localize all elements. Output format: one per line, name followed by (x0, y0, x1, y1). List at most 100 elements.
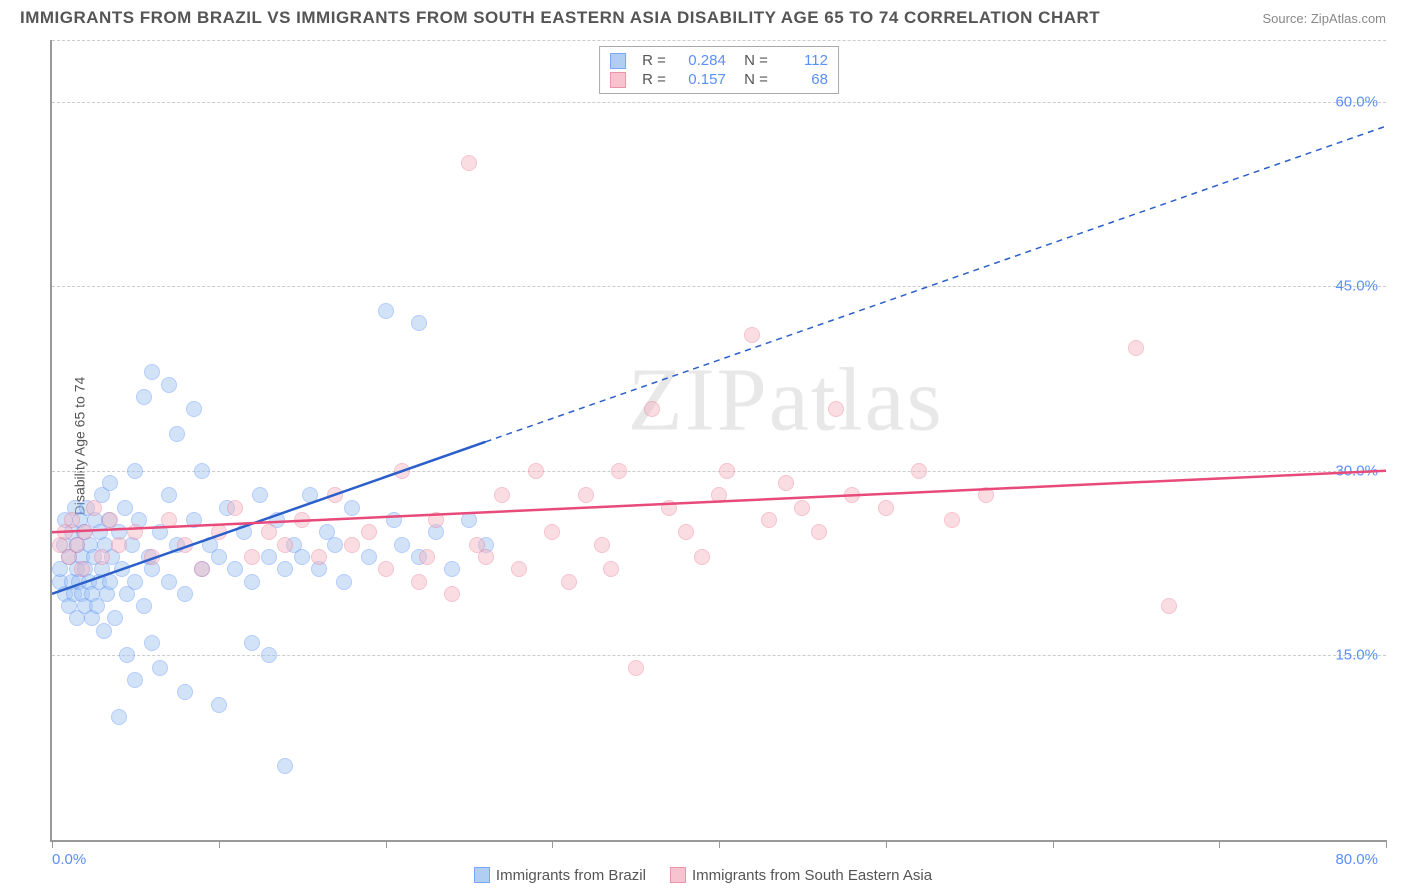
data-point (444, 586, 460, 602)
data-point (261, 647, 277, 663)
legend-swatch (610, 53, 626, 69)
stat-value-n: 68 (778, 71, 828, 88)
data-point (261, 549, 277, 565)
data-point (211, 524, 227, 540)
source-label: Source: ZipAtlas.com (1262, 11, 1386, 26)
data-point (111, 537, 127, 553)
x-tick (886, 840, 887, 848)
data-point (244, 574, 260, 590)
x-axis-start: 0.0% (52, 851, 86, 868)
data-point (102, 512, 118, 528)
data-point (719, 463, 735, 479)
data-point (161, 574, 177, 590)
data-point (327, 537, 343, 553)
x-axis-end: 80.0% (1335, 851, 1378, 868)
data-point (244, 635, 260, 651)
data-point (211, 697, 227, 713)
data-point (411, 315, 427, 331)
data-point (386, 512, 402, 528)
data-point (277, 537, 293, 553)
data-point (302, 487, 318, 503)
data-point (761, 512, 777, 528)
data-point (107, 610, 123, 626)
x-tick (219, 840, 220, 848)
data-point (294, 549, 310, 565)
stat-value-n: 112 (778, 52, 828, 69)
data-point (419, 549, 435, 565)
data-point (177, 586, 193, 602)
data-point (444, 561, 460, 577)
data-point (1128, 340, 1144, 356)
data-point (361, 524, 377, 540)
data-point (844, 487, 860, 503)
data-point (544, 524, 560, 540)
stat-label-n: N = (736, 52, 768, 69)
data-point (152, 660, 168, 676)
x-tick (719, 840, 720, 848)
y-tick-label: 45.0% (1335, 278, 1378, 295)
data-point (461, 155, 477, 171)
data-point (211, 549, 227, 565)
stat-value-r: 0.284 (676, 52, 726, 69)
legend-swatch (610, 72, 626, 88)
data-point (111, 709, 127, 725)
data-point (177, 537, 193, 553)
data-point (236, 524, 252, 540)
data-point (511, 561, 527, 577)
data-point (794, 500, 810, 516)
data-point (277, 561, 293, 577)
data-point (378, 561, 394, 577)
watermark: ZIPatlas (628, 349, 944, 452)
data-point (277, 758, 293, 774)
data-point (169, 426, 185, 442)
data-point (944, 512, 960, 528)
x-tick (386, 840, 387, 848)
data-point (127, 524, 143, 540)
data-point (96, 623, 112, 639)
data-point (694, 549, 710, 565)
scatter-chart: ZIPatlas R = 0.284 N = 112R = 0.157 N = 68 0… (50, 40, 1386, 842)
regression-lines (52, 40, 1386, 840)
chart-title: IMMIGRANTS FROM BRAZIL VS IMMIGRANTS FRO… (20, 8, 1100, 28)
data-point (711, 487, 727, 503)
data-point (311, 549, 327, 565)
gridline (52, 286, 1386, 287)
legend-swatch (670, 867, 686, 883)
gridline (52, 655, 1386, 656)
data-point (411, 574, 427, 590)
data-point (744, 327, 760, 343)
legend-stat-row: R = 0.284 N = 112 (610, 51, 828, 70)
data-point (878, 500, 894, 516)
data-point (828, 401, 844, 417)
data-point (428, 512, 444, 528)
data-point (644, 401, 660, 417)
data-point (294, 512, 310, 528)
legend-item: Immigrants from South Eastern Asia (670, 867, 932, 884)
stat-label-r: R = (642, 52, 666, 69)
data-point (74, 561, 90, 577)
data-point (194, 463, 210, 479)
data-point (978, 487, 994, 503)
data-point (102, 475, 118, 491)
stat-value-r: 0.157 (676, 71, 726, 88)
data-point (561, 574, 577, 590)
stat-label-n: N = (736, 71, 768, 88)
data-point (344, 500, 360, 516)
data-point (161, 512, 177, 528)
data-point (86, 500, 102, 516)
data-point (911, 463, 927, 479)
data-point (127, 672, 143, 688)
data-point (628, 660, 644, 676)
data-point (161, 377, 177, 393)
header-bar: IMMIGRANTS FROM BRAZIL VS IMMIGRANTS FRO… (0, 0, 1406, 32)
data-point (261, 524, 277, 540)
data-point (114, 561, 130, 577)
data-point (194, 561, 210, 577)
data-point (119, 647, 135, 663)
series-legend: Immigrants from BrazilImmigrants from So… (0, 867, 1406, 884)
data-point (394, 537, 410, 553)
legend-label: Immigrants from South Eastern Asia (692, 867, 932, 884)
x-tick (1053, 840, 1054, 848)
data-point (378, 303, 394, 319)
data-point (1161, 598, 1177, 614)
